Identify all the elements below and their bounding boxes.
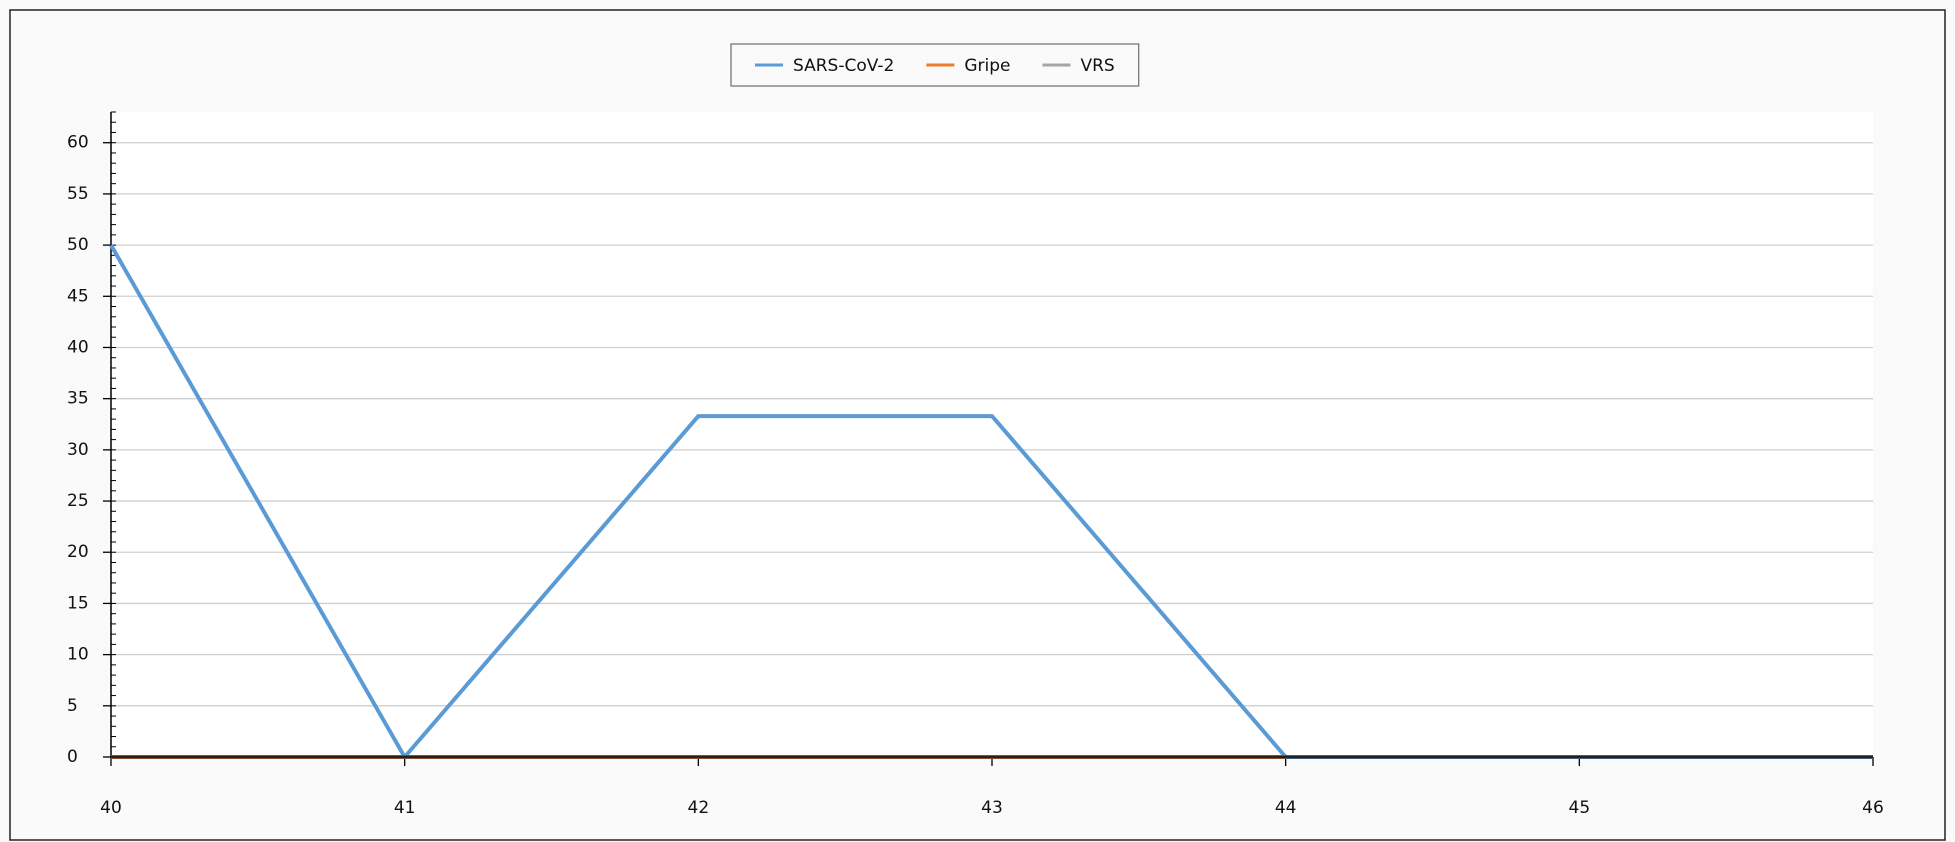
y-tick-label: 45 bbox=[67, 286, 89, 306]
y-tick-label: 30 bbox=[67, 440, 89, 460]
legend bbox=[730, 43, 1140, 87]
plot-area bbox=[111, 112, 1873, 757]
legend-label: SARS-CoV-2 bbox=[793, 56, 894, 76]
y-tick-label: 50 bbox=[67, 235, 89, 255]
y-tick-label: 20 bbox=[67, 542, 89, 562]
y-tick-label: 25 bbox=[67, 491, 89, 511]
x-tick-label: 44 bbox=[1275, 798, 1297, 818]
legend-label: Gripe bbox=[964, 56, 1010, 76]
y-tick-label: 40 bbox=[67, 337, 89, 357]
x-tick-label: 46 bbox=[1862, 798, 1884, 818]
x-tick-label: 40 bbox=[100, 798, 122, 818]
y-tick-label: 5 bbox=[67, 696, 78, 716]
y-tick-label: 55 bbox=[67, 184, 89, 204]
x-tick-label: 41 bbox=[394, 798, 416, 818]
y-tick-label: 35 bbox=[67, 389, 89, 409]
x-tick-label: 42 bbox=[688, 798, 710, 818]
y-tick-label: 10 bbox=[67, 645, 89, 665]
x-tick-label: 43 bbox=[981, 798, 1003, 818]
y-tick-label: 15 bbox=[67, 593, 89, 613]
x-tick-label: 45 bbox=[1569, 798, 1591, 818]
legend-label: VRS bbox=[1080, 56, 1114, 76]
y-tick-label: 60 bbox=[67, 133, 89, 153]
y-tick-label: 0 bbox=[67, 747, 78, 767]
